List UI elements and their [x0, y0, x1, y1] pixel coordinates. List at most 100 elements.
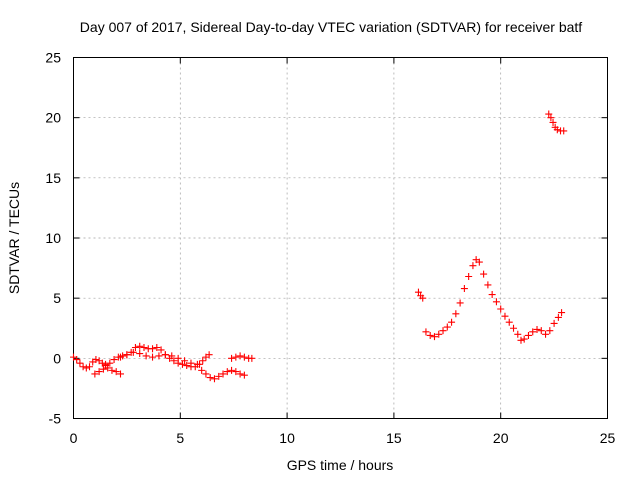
data-point: [492, 298, 500, 306]
data-point: [99, 365, 107, 373]
y-tick-label: 15: [45, 170, 61, 186]
data-point: [206, 374, 214, 382]
data-point: [140, 344, 148, 352]
data-point: [484, 281, 492, 289]
y-tick-label: 25: [45, 50, 61, 66]
data-point: [223, 368, 231, 376]
data-point: [232, 353, 240, 361]
data-point: [501, 312, 509, 320]
data-point: [545, 110, 553, 118]
data-point: [91, 370, 99, 378]
data-point: [79, 363, 87, 371]
x-tick-label: 15: [386, 430, 402, 446]
data-point: [183, 362, 191, 370]
data-point: [153, 344, 161, 352]
data-point: [236, 370, 244, 378]
data-point: [108, 366, 116, 374]
data-point: [73, 356, 81, 364]
data-point: [215, 372, 223, 380]
data-point: [456, 299, 464, 307]
data-point: [542, 330, 550, 338]
y-tick-label: 10: [45, 230, 61, 246]
data-point: [426, 331, 434, 339]
data-point: [76, 359, 84, 367]
y-tick-label: -5: [49, 411, 62, 427]
data-point: [550, 319, 558, 327]
data-point: [529, 328, 537, 336]
data-point: [116, 370, 124, 378]
data-point: [219, 370, 227, 378]
data-point: [187, 359, 195, 367]
plot-frame: [73, 57, 608, 419]
data-point: [480, 270, 488, 278]
data-point: [240, 371, 248, 379]
data-point: [439, 327, 447, 335]
sdtvar-points: [70, 110, 568, 383]
grid: [73, 57, 608, 419]
data-point: [168, 352, 176, 360]
data-point: [199, 357, 207, 365]
data-point: [170, 357, 178, 365]
data-point: [465, 273, 473, 281]
y-tick-label: 5: [53, 290, 61, 306]
x-tick-label: 0: [70, 430, 78, 446]
data-point: [558, 309, 566, 317]
data-point: [452, 310, 460, 318]
data-point: [116, 353, 124, 361]
data-point: [228, 366, 236, 374]
data-point: [520, 335, 528, 343]
data-point: [174, 354, 182, 362]
data-point: [110, 356, 118, 364]
data-point: [236, 352, 244, 360]
data-point: [129, 348, 137, 356]
x-tick-label: 10: [279, 430, 295, 446]
data-point: [210, 375, 218, 383]
x-tick-labels: 0 5 10 15 20 25: [70, 430, 616, 446]
x-tick-label: 5: [176, 430, 184, 446]
data-point: [205, 351, 213, 359]
data-point: [123, 351, 131, 359]
y-axis-label: SDTVAR / TECUs: [6, 182, 22, 294]
data-point: [497, 305, 505, 313]
data-point: [155, 352, 163, 360]
data-point: [95, 368, 103, 376]
data-point: [443, 323, 451, 331]
data-point: [505, 318, 513, 326]
data-point: [547, 114, 555, 122]
data-point: [240, 353, 248, 361]
data-point: [546, 327, 554, 335]
data-point: [196, 360, 204, 368]
data-point: [131, 344, 139, 352]
data-point: [524, 331, 532, 339]
data-point: [92, 356, 100, 364]
data-point: [136, 342, 144, 350]
data-point: [469, 262, 477, 270]
data-point: [460, 285, 468, 293]
data-point: [560, 127, 568, 135]
data-point: [178, 360, 186, 368]
y-tick-label: 0: [53, 350, 61, 366]
data-point: [232, 368, 240, 376]
chart-title: Day 007 of 2017, Sidereal Day-to-day VTE…: [80, 19, 583, 35]
data-point: [198, 366, 206, 374]
x-tick-label: 20: [493, 430, 509, 446]
data-point: [202, 370, 210, 378]
data-point: [475, 258, 483, 266]
data-point: [488, 291, 496, 299]
y-tick-labels: -5 0 5 10 15 20 25: [45, 50, 61, 427]
x-tick-label: 25: [600, 430, 616, 446]
data-point: [430, 333, 438, 341]
data-point: [181, 357, 189, 365]
data-point: [106, 359, 114, 367]
y-tick-label: 20: [45, 110, 61, 126]
data-point: [435, 330, 443, 338]
data-point: [157, 346, 165, 354]
data-point: [537, 327, 545, 335]
data-point: [448, 318, 456, 326]
data-point: [553, 126, 561, 134]
data-point: [422, 328, 430, 336]
data-point: [510, 324, 518, 332]
data-point: [102, 362, 110, 370]
